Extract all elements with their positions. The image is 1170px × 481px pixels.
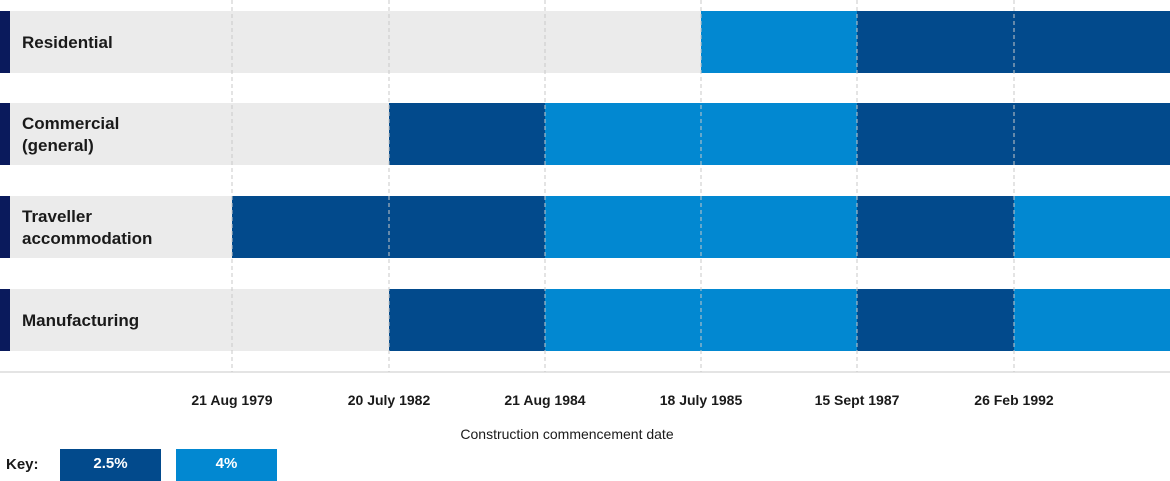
legend: Key: 2.5% 4% — [0, 449, 300, 481]
x-tick-label: 18 July 1985 — [660, 392, 743, 408]
legend-item-label: 4% — [215, 455, 238, 472]
x-axis-title: Construction commencement date — [460, 426, 673, 442]
bar-segment — [701, 11, 857, 73]
row-label: accommodation — [22, 229, 152, 248]
bar-segment — [545, 289, 857, 351]
legend-swatch-4: 4% — [176, 449, 277, 481]
row-background — [0, 196, 232, 258]
bar-segment — [389, 289, 545, 351]
row-label: Commercial — [22, 114, 119, 133]
row-background — [0, 289, 389, 351]
row-label: Residential — [22, 33, 113, 52]
x-tick-label: 15 Sept 1987 — [815, 392, 900, 408]
x-tick-label: 21 Aug 1979 — [191, 392, 272, 408]
bar-segment — [1014, 196, 1170, 258]
row-label: (general) — [22, 136, 94, 155]
row-marker — [0, 103, 10, 165]
bar-segment — [1014, 289, 1170, 351]
row-label: Traveller — [22, 207, 92, 226]
row-label-layer: Residential Commercial (general) Traveller a… — [22, 33, 152, 330]
row-background — [0, 11, 701, 73]
bar-segment — [389, 103, 545, 165]
legend-swatch-2-5: 2.5% — [60, 449, 161, 481]
bar-layer — [0, 11, 1170, 351]
row-marker — [0, 11, 10, 73]
x-tick-label: 26 Feb 1992 — [974, 392, 1054, 408]
bar-segment — [857, 289, 1014, 351]
row-marker — [0, 196, 10, 258]
grid-layer — [231, 0, 1015, 372]
legend-item-label: 2.5% — [93, 455, 128, 472]
chart: Residential Commercial (general) Traveller a… — [0, 0, 1170, 442]
row-background — [0, 103, 389, 165]
x-tick-label: 20 July 1982 — [348, 392, 431, 408]
legend-label: Key: — [6, 456, 39, 473]
tick-label-layer: 21 Aug 1979 20 July 1982 21 Aug 1984 18 Jul… — [191, 392, 1054, 408]
row-marker — [0, 289, 10, 351]
x-tick-label: 21 Aug 1984 — [504, 392, 585, 408]
row-label: Manufacturing — [22, 311, 139, 330]
bar-segment — [857, 196, 1014, 258]
